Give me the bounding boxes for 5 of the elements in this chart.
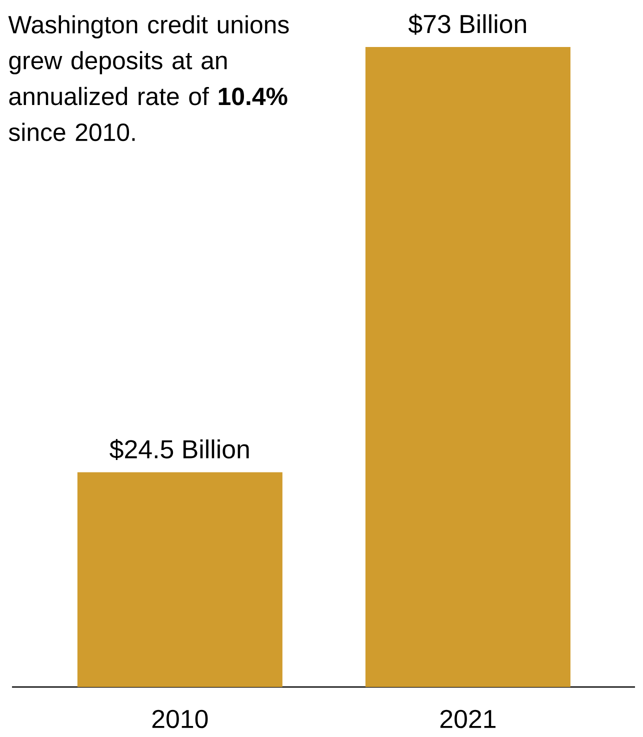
data-label: $24.5 Billion (110, 439, 249, 460)
text: Washington credit unions grew deposits at an annualized rate of 10.4% since 2010. (8, 15, 289, 142)
x-tick-label: 2021 (440, 710, 496, 728)
x-tick-label: 2010 (152, 710, 208, 728)
data-label: $73 Billion (408, 14, 526, 35)
